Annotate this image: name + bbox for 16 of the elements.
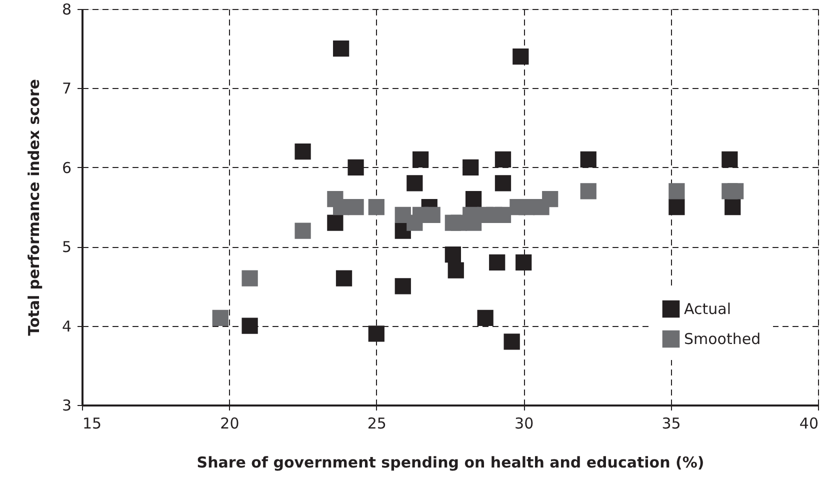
x-tick-label: 40 — [799, 414, 818, 432]
x-tick-label: 30 — [514, 414, 534, 432]
legend-label: Smoothed — [684, 330, 761, 348]
y-tick-label: 4 — [62, 317, 72, 336]
x-tick-label: 25 — [367, 414, 386, 432]
y-tick-label: 5 — [62, 238, 72, 256]
y-tick-label: 7 — [62, 80, 72, 98]
x-tick-label: 20 — [220, 414, 240, 432]
y-axis-title: Total performance index score — [24, 79, 43, 336]
x-axis-title: Share of government spending on health and education (%) — [196, 454, 704, 472]
y-tick-label: 3 — [62, 396, 72, 414]
legend-label: Actual — [684, 300, 731, 318]
x-tick-label: 35 — [662, 414, 681, 432]
x-tick-label: 15 — [82, 414, 102, 432]
y-tick-label: 8 — [62, 0, 72, 18]
y-tick-label: 6 — [62, 158, 72, 177]
